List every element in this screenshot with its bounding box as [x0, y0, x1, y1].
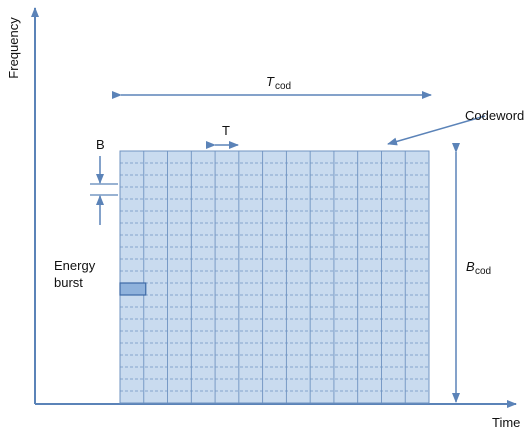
t-cod-subscript: cod — [275, 81, 291, 92]
b-slot-label: B — [96, 137, 105, 152]
t-cod-label: T — [266, 74, 275, 89]
x-axis-label: Time — [492, 415, 520, 430]
y-axis-label: Frequency — [6, 17, 21, 79]
t-slot-label: T — [222, 123, 230, 138]
codeword-label: Codeword — [465, 108, 524, 123]
b-cod-label: B — [466, 259, 475, 274]
energy-burst-label-line2: burst — [54, 275, 83, 290]
b-cod-subscript: cod — [475, 266, 491, 277]
energy-burst-cell — [119, 282, 147, 296]
codeword-grid — [119, 150, 430, 404]
codeword-pointer-arrow — [387, 115, 486, 146]
energy-burst-label-line1: Energy — [54, 258, 96, 273]
codeword-block — [119, 150, 430, 404]
